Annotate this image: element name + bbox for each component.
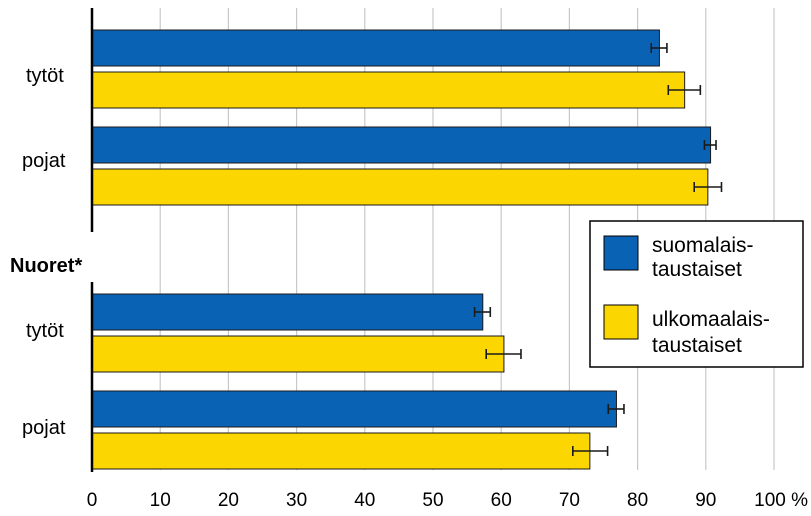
x-tick-label-40: 40	[354, 490, 375, 511]
bar-g1-c1-s1	[91, 29, 660, 67]
bar-g2-c2-s1	[91, 390, 617, 428]
category-label-pojat-2: pojat	[22, 417, 66, 439]
x-tick-label-90: 90	[695, 490, 716, 511]
x-tick-label-20: 20	[218, 490, 239, 511]
bar-g2-c1-s2	[91, 335, 505, 373]
bars	[91, 29, 712, 470]
category-labels: Nuoret* tytöt pojat tytöt pojat	[10, 65, 82, 439]
x-tick-label-0: 0	[87, 490, 98, 511]
x-tick-label-80: 80	[627, 490, 648, 511]
error-bar-g1-c1-s1	[650, 43, 668, 53]
error-bars	[473, 43, 723, 456]
error-bar-g2-c1-s1	[473, 307, 492, 317]
bar-g2-c1-s1	[91, 293, 484, 331]
legend-swatch-suomalais	[603, 235, 639, 271]
legend: suomalais- taustaiset ulkomaalais- taust…	[589, 220, 804, 368]
x-tick-label-50: 50	[422, 490, 443, 511]
x-tick-label-70: 70	[559, 490, 580, 511]
x-tick-label-10: 10	[150, 490, 171, 511]
category-label-tytot-1: tytöt	[26, 65, 64, 87]
bar-g2-c2-s2	[91, 432, 591, 470]
group-label-2: Nuoret*	[10, 255, 82, 277]
category-label-tytot-2: tytöt	[26, 320, 64, 342]
error-bar-g2-c2-s1	[607, 404, 625, 414]
legend-label-ulkomaalais-2: taustaiset	[652, 334, 742, 357]
bar-g1-c2-s1	[91, 126, 712, 164]
x-tick-label-60: 60	[491, 490, 512, 511]
error-bar-g2-c1-s2	[485, 349, 522, 359]
x-tick-label-100: 100 %	[754, 490, 808, 511]
error-bar-g1-c2-s1	[703, 140, 717, 150]
x-tick-label-30: 30	[286, 490, 307, 511]
legend-label-ulkomaalais-1: ulkomaalais-	[652, 308, 770, 331]
legend-label-suomalais-1: suomalais-	[652, 234, 754, 257]
error-bar-g2-c2-s2	[572, 446, 609, 456]
tick-labels: 0 10 20 30 40 50 60 70 80 90 100 %	[87, 490, 808, 511]
bar-g1-c1-s2	[91, 71, 686, 109]
category-label-pojat-1: pojat	[22, 150, 66, 172]
error-bar-g1-c1-s2	[667, 85, 702, 95]
legend-swatch-ulkomaalais	[603, 304, 639, 340]
legend-label-suomalais-2: taustaiset	[652, 258, 742, 281]
error-bar-g1-c2-s2	[693, 182, 723, 192]
bar-g1-c2-s2	[91, 168, 709, 206]
